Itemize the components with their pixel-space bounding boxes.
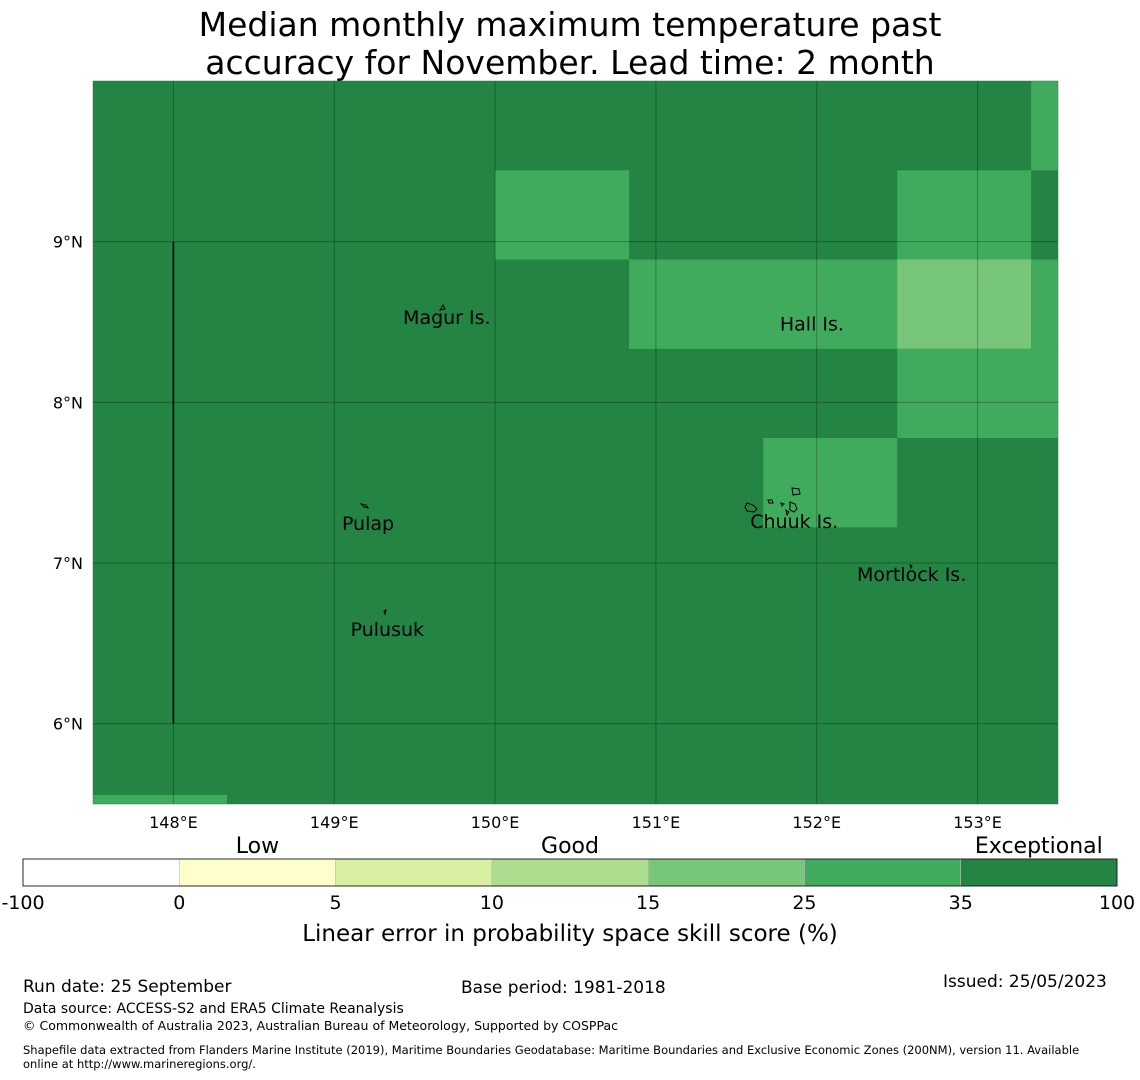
colorbar-tick-label-2: 0 [173, 892, 185, 914]
place-label-mortlock-is: Mortlock Is. [857, 564, 966, 586]
skill-cell-7 [897, 348, 1058, 439]
lon-tick-label-149: 149°E [310, 813, 359, 832]
skill-cell-1 [495, 170, 630, 260]
colorbar-bin-6 [804, 858, 962, 887]
colorbar-bin-1 [22, 858, 180, 887]
colorbar-frame [22, 858, 1118, 887]
shapefile-credit-line-2: online at http://www.marineregions.org/. [23, 1057, 256, 1071]
copyright: © Commonwealth of Australia 2023, Austra… [23, 1018, 618, 1033]
skill-cell-2 [629, 259, 898, 349]
issued-date: Issued: 25/05/2023 [943, 972, 1107, 992]
place-label-pulap: Pulap [342, 513, 394, 535]
lat-tick-label-7: 7°N [53, 554, 83, 573]
island-pulusuk [383, 609, 387, 616]
data-source: Data source: ACCESS-S2 and ERA5 Climate … [23, 1001, 404, 1017]
colorbar-category-exceptional: Exceptional [975, 834, 1103, 859]
lon-tick-label-151: 151°E [632, 813, 681, 832]
island-mortlock [909, 564, 913, 570]
lon-tick-label-153: 153°E [953, 813, 1002, 832]
lat-tick-label-6: 6°N [53, 715, 83, 734]
place-label-chuuk-is: Chuuk Is. [750, 511, 838, 533]
colorbar-tick-label-3: 5 [330, 892, 342, 914]
lat-tick-label-9: 9°N [53, 233, 83, 252]
colorbar-category-low: Low [236, 834, 279, 859]
colorbar-bin-5 [647, 858, 805, 887]
island-pulap [359, 503, 370, 509]
colorbar-axis-label: Linear error in probability space skill … [302, 921, 838, 947]
map-plot-area: 148°E 149°E 150°E 151°E 152°E 153°E 6°N 7°N 8°N 9… [53, 80, 1059, 832]
skill-cell-6 [1031, 81, 1058, 171]
colorbar-tick-label-8: 100 [1099, 892, 1135, 914]
title-line-1: Median monthly maximum temperature past [198, 5, 942, 44]
colorbar-tick-label-7: 35 [949, 892, 973, 914]
chart-title: Median monthly maximum temperature past … [0, 6, 1140, 82]
title-line-2: accuracy for November. Lead time: 2 mont… [205, 43, 935, 82]
skill-cell-4 [1031, 259, 1058, 349]
colorbar-bin-2 [178, 858, 336, 887]
colorbar-category-good: Good [541, 834, 599, 859]
colorbar-bin-3 [335, 858, 493, 887]
place-label-magur-is: Magur Is. [403, 307, 491, 329]
colorbar-tick-label-4: 10 [480, 892, 504, 914]
map-frame [92, 80, 1059, 805]
colorbar-bin-4 [491, 858, 649, 887]
island-magur [438, 303, 446, 311]
place-label-hall-is: Hall Is. [780, 314, 844, 336]
colorbar: -100 0 5 10 15 25 35 100 Low Good Exceptional Linea… [1, 834, 1135, 947]
base-period: Base period: 1981-2018 [461, 978, 666, 998]
colorbar-tick-label-6: 25 [792, 892, 816, 914]
skill-cell-9 [93, 795, 227, 804]
colorbar-bin-7 [960, 858, 1118, 887]
island-chuuk-atoll [744, 487, 801, 517]
colorbar-tick-label-5: 15 [636, 892, 660, 914]
skill-cell-3 [897, 259, 1032, 349]
skill-cell-5 [897, 170, 1032, 260]
skill-cell-8 [763, 438, 898, 528]
lon-tick-label-148: 148°E [149, 813, 198, 832]
shapefile-credit-line-1: Shapefile data extracted from Flanders M… [23, 1043, 1080, 1057]
lon-tick-label-150: 150°E [471, 813, 520, 832]
lat-tick-label-8: 8°N [53, 393, 83, 412]
lon-tick-label-152: 152°E [792, 813, 841, 832]
run-date: Run date: 25 September [23, 977, 232, 997]
place-label-pulusuk: Pulusuk [351, 619, 424, 641]
colorbar-tick-label-1: -100 [1, 892, 44, 914]
